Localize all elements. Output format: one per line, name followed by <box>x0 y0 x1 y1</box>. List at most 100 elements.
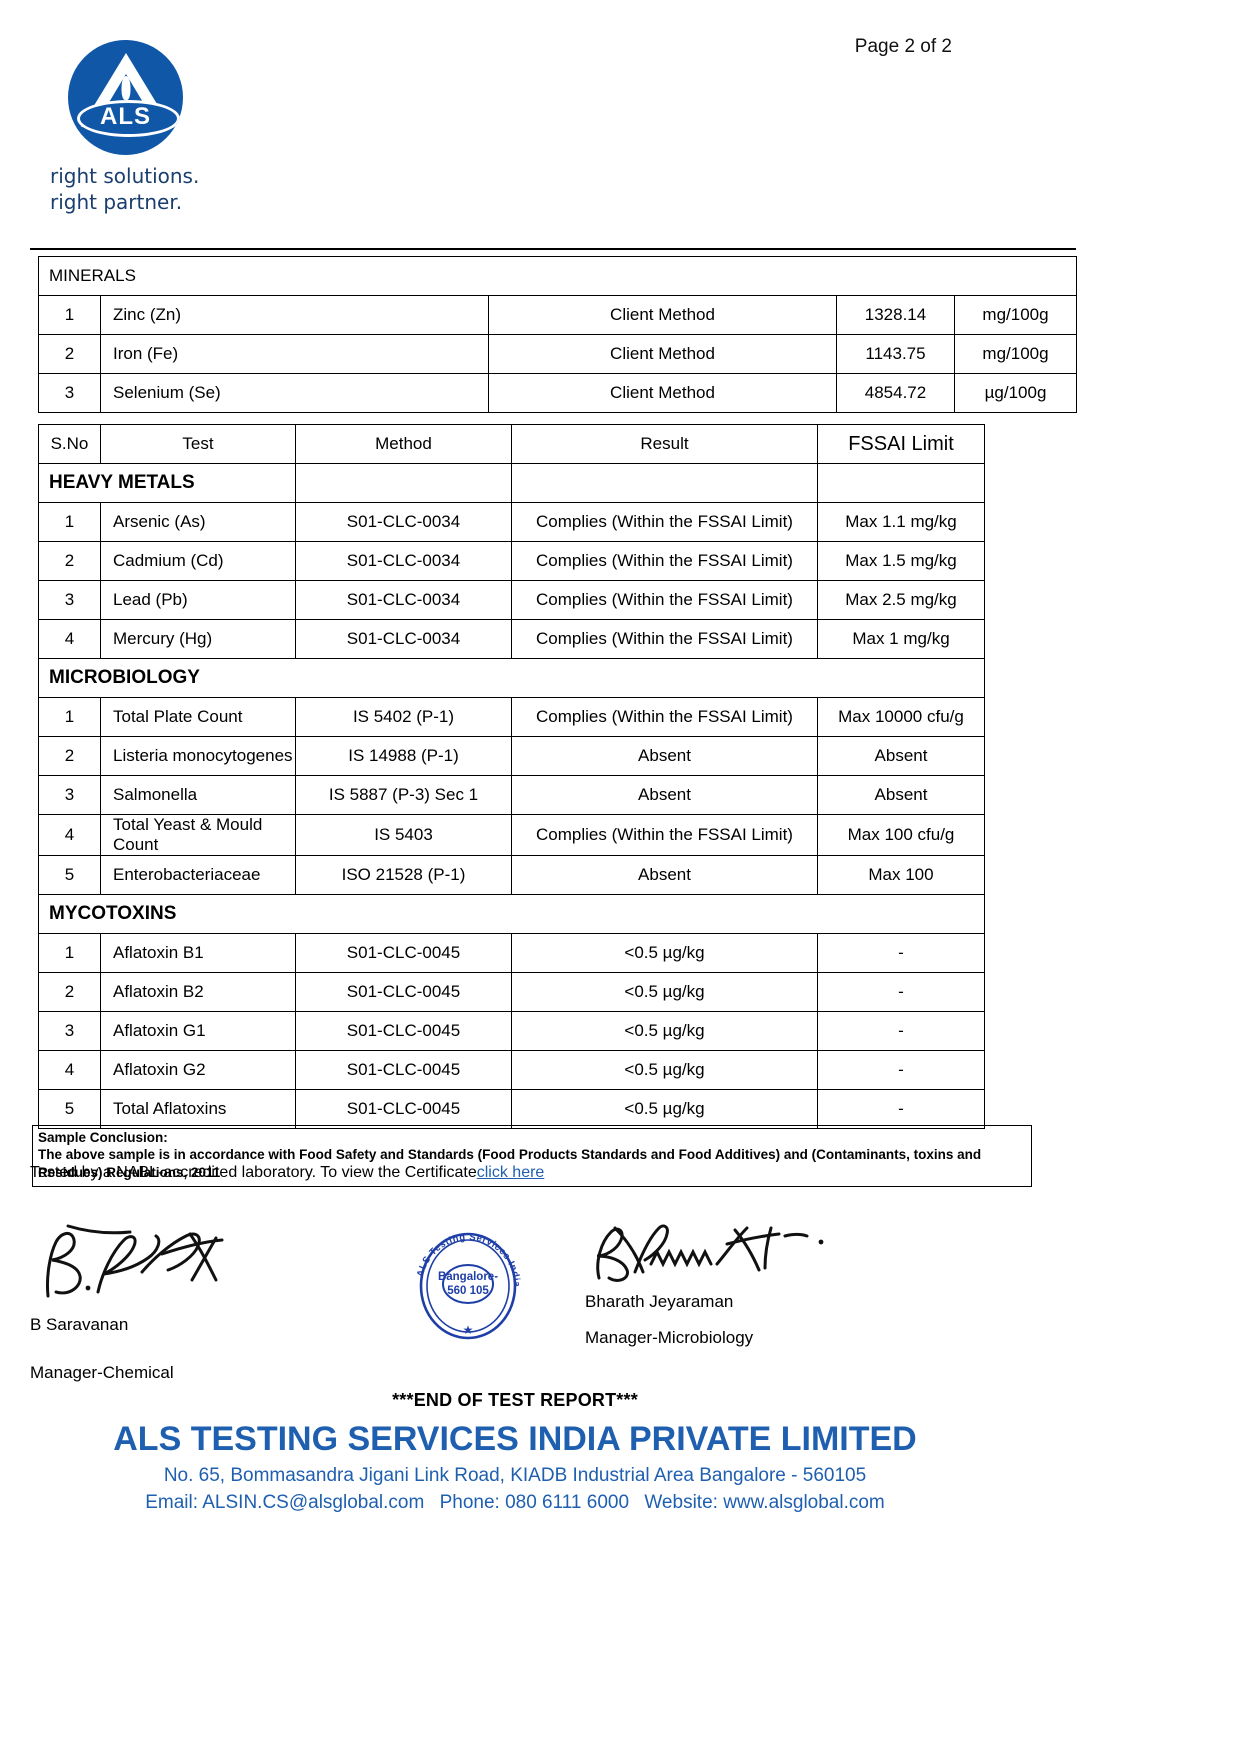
cell-sno: 1 <box>38 697 101 737</box>
footer-website[interactable]: Website: www.alsglobal.com <box>644 1492 885 1513</box>
page-number-label: Page 2 of 2 <box>854 36 952 57</box>
table-row: 4 Total Yeast & Mould Count IS 5403 Comp… <box>38 814 985 856</box>
cell-test: Total Plate Count <box>100 697 296 737</box>
cell-limit: Max 1.1 mg/kg <box>817 502 985 542</box>
cell-method: S01-CLC-0034 <box>295 580 512 620</box>
cell-result: Complies (Within the FSSAI Limit) <box>511 502 818 542</box>
results-table: S.No Test Method Result FSSAI Limit HEAV… <box>38 424 985 1129</box>
cell-method: S01-CLC-0034 <box>295 619 512 659</box>
cell-method: S01-CLC-0045 <box>295 1050 512 1090</box>
cell-unit: mg/100g <box>953 334 1078 374</box>
footer-address-block: No. 65, Bommasandra Jigani Link Road, KI… <box>0 1462 1030 1516</box>
table-section-header: MINERALS <box>37 256 1078 296</box>
signatory-role-chemical: Manager-Chemical <box>30 1363 174 1382</box>
section-label-heavy-metals: HEAVY METALS <box>38 463 296 503</box>
cell-result: Absent <box>511 775 818 815</box>
sample-conclusion-title: Sample Conclusion: <box>38 1130 168 1145</box>
cell-result: Complies (Within the FSSAI Limit) <box>511 619 818 659</box>
nabl-note-text: Tested by a NABL-accredited laboratory. … <box>30 1164 477 1181</box>
section-filler-limit <box>817 463 985 503</box>
cell-test: Salmonella <box>100 775 296 815</box>
cell-method: Client Method <box>488 373 837 413</box>
table-row: 1 Total Plate Count IS 5402 (P-1) Compli… <box>38 697 985 737</box>
table-row: 2 Aflatoxin B2 S01-CLC-0045 <0.5 µg/kg - <box>38 972 985 1012</box>
cell-result: Absent <box>511 855 818 895</box>
cell-test: Aflatoxin B2 <box>100 972 296 1012</box>
cell-sno: 3 <box>38 580 101 620</box>
cell-limit: Absent <box>817 736 985 776</box>
end-of-report-label: ***END OF TEST REPORT*** <box>392 1390 638 1410</box>
section-filler-method <box>295 463 512 503</box>
cell-limit: Max 1.5 mg/kg <box>817 541 985 581</box>
cell-unit: µg/100g <box>953 373 1078 413</box>
table-row: 3 Aflatoxin G1 S01-CLC-0045 <0.5 µg/kg - <box>38 1011 985 1051</box>
logo-circle-icon: ALS <box>68 40 183 155</box>
cell-result: <0.5 µg/kg <box>511 1050 818 1090</box>
cell-sno: 2 <box>38 334 101 374</box>
cell-limit: Max 100 cfu/g <box>817 814 985 856</box>
als-logo: ALS <box>68 40 188 155</box>
cell-test: Selenium (Se) <box>100 373 489 413</box>
handwritten-signature-chemical <box>46 1224 224 1298</box>
signatory-name-microbiology: Bharath Jeyaraman <box>585 1292 734 1311</box>
sample-conclusion-box: Sample Conclusion: The above sample is i… <box>32 1125 1032 1187</box>
column-header-result: Result <box>511 424 818 464</box>
logo-ellipse-icon <box>77 100 180 137</box>
table-header-row: S.No Test Method Result FSSAI Limit <box>38 424 985 464</box>
cell-test: Total Aflatoxins <box>100 1089 296 1129</box>
table-row: 4 Aflatoxin G2 S01-CLC-0045 <0.5 µg/kg - <box>38 1050 985 1090</box>
table-row: 1 Aflatoxin B1 S01-CLC-0045 <0.5 µg/kg - <box>38 933 985 973</box>
cell-method: Client Method <box>488 334 837 374</box>
logo-wordmark: ALS <box>100 103 151 130</box>
signature-block-microbiology: Bharath Jeyaraman Manager-Microbiology <box>585 1218 925 1348</box>
cell-test: Cadmium (Cd) <box>100 541 296 581</box>
footer-address-line: No. 65, Bommasandra Jigani Link Road, KI… <box>163 1465 867 1486</box>
cell-method: Client Method <box>488 295 837 335</box>
column-header-fssai-limit: FSSAI Limit <box>817 424 985 464</box>
cell-result: <0.5 µg/kg <box>511 1089 818 1129</box>
cell-test: Aflatoxin B1 <box>100 933 296 973</box>
logo-flame-icon <box>121 76 130 100</box>
table-row: 5 Enterobacteriaceae ISO 21528 (P-1) Abs… <box>38 855 985 895</box>
cell-method: S01-CLC-0034 <box>295 502 512 542</box>
section-label-mycotoxins: MYCOTOXINS <box>38 894 985 934</box>
footer-contact-line: Email: ALSIN.CS@alsglobal.com Phone: 080… <box>0 1489 1030 1516</box>
header-divider <box>30 248 1076 250</box>
cell-test: Aflatoxin G1 <box>100 1011 296 1051</box>
cell-test: Total Yeast & Mould Count <box>100 814 296 856</box>
cell-sno: 2 <box>38 972 101 1012</box>
cell-sno: 4 <box>38 1050 101 1090</box>
table-row: 3 Selenium (Se) Client Method 4854.72 µg… <box>38 373 1078 413</box>
cell-result: 1143.75 <box>836 334 955 374</box>
cell-method: IS 5402 (P-1) <box>295 697 512 737</box>
table-row: 3 Salmonella IS 5887 (P-3) Sec 1 Absent … <box>38 775 985 815</box>
nabl-accreditation-note: Tested by a NABL-accredited laboratory. … <box>30 1164 544 1182</box>
company-round-stamp: ALS Testing Services India Private Limit… <box>404 1222 521 1340</box>
cell-result: <0.5 µg/kg <box>511 1011 818 1051</box>
table-row: 1 Zinc (Zn) Client Method 1328.14 mg/100… <box>38 295 1078 335</box>
cell-method: ISO 21528 (P-1) <box>295 855 512 895</box>
cell-test: Zinc (Zn) <box>100 295 489 335</box>
signatory-role-microbiology: Manager-Microbiology <box>585 1328 754 1347</box>
stamp-city-line: Bangalore- <box>438 1271 498 1283</box>
section-filler-result <box>511 463 818 503</box>
stamp-star-icon: ★ <box>463 1323 474 1337</box>
cell-limit: Max 100 <box>817 855 985 895</box>
signature-block-chemical: B Saravanan Manager-Chemical <box>30 1218 370 1383</box>
footer-email[interactable]: Email: ALSIN.CS@alsglobal.com <box>145 1492 425 1513</box>
view-certificate-link[interactable]: click here <box>476 1164 545 1181</box>
cell-result: Complies (Within the FSSAI Limit) <box>511 814 818 856</box>
cell-result: 1328.14 <box>836 295 955 335</box>
cell-result: <0.5 µg/kg <box>511 933 818 973</box>
cell-result: Complies (Within the FSSAI Limit) <box>511 580 818 620</box>
table-row: 2 Cadmium (Cd) S01-CLC-0034 Complies (Wi… <box>38 541 985 581</box>
cell-method: S01-CLC-0045 <box>295 1011 512 1051</box>
section-label-microbiology: MICROBIOLOGY <box>38 658 985 698</box>
cell-test: Lead (Pb) <box>100 580 296 620</box>
table-section-header: HEAVY METALS <box>38 463 985 503</box>
cell-method: S01-CLC-0045 <box>295 972 512 1012</box>
cell-sno: 2 <box>38 541 101 581</box>
cell-sno: 5 <box>38 1089 101 1129</box>
table-row: 3 Lead (Pb) S01-CLC-0034 Complies (Withi… <box>38 580 985 620</box>
